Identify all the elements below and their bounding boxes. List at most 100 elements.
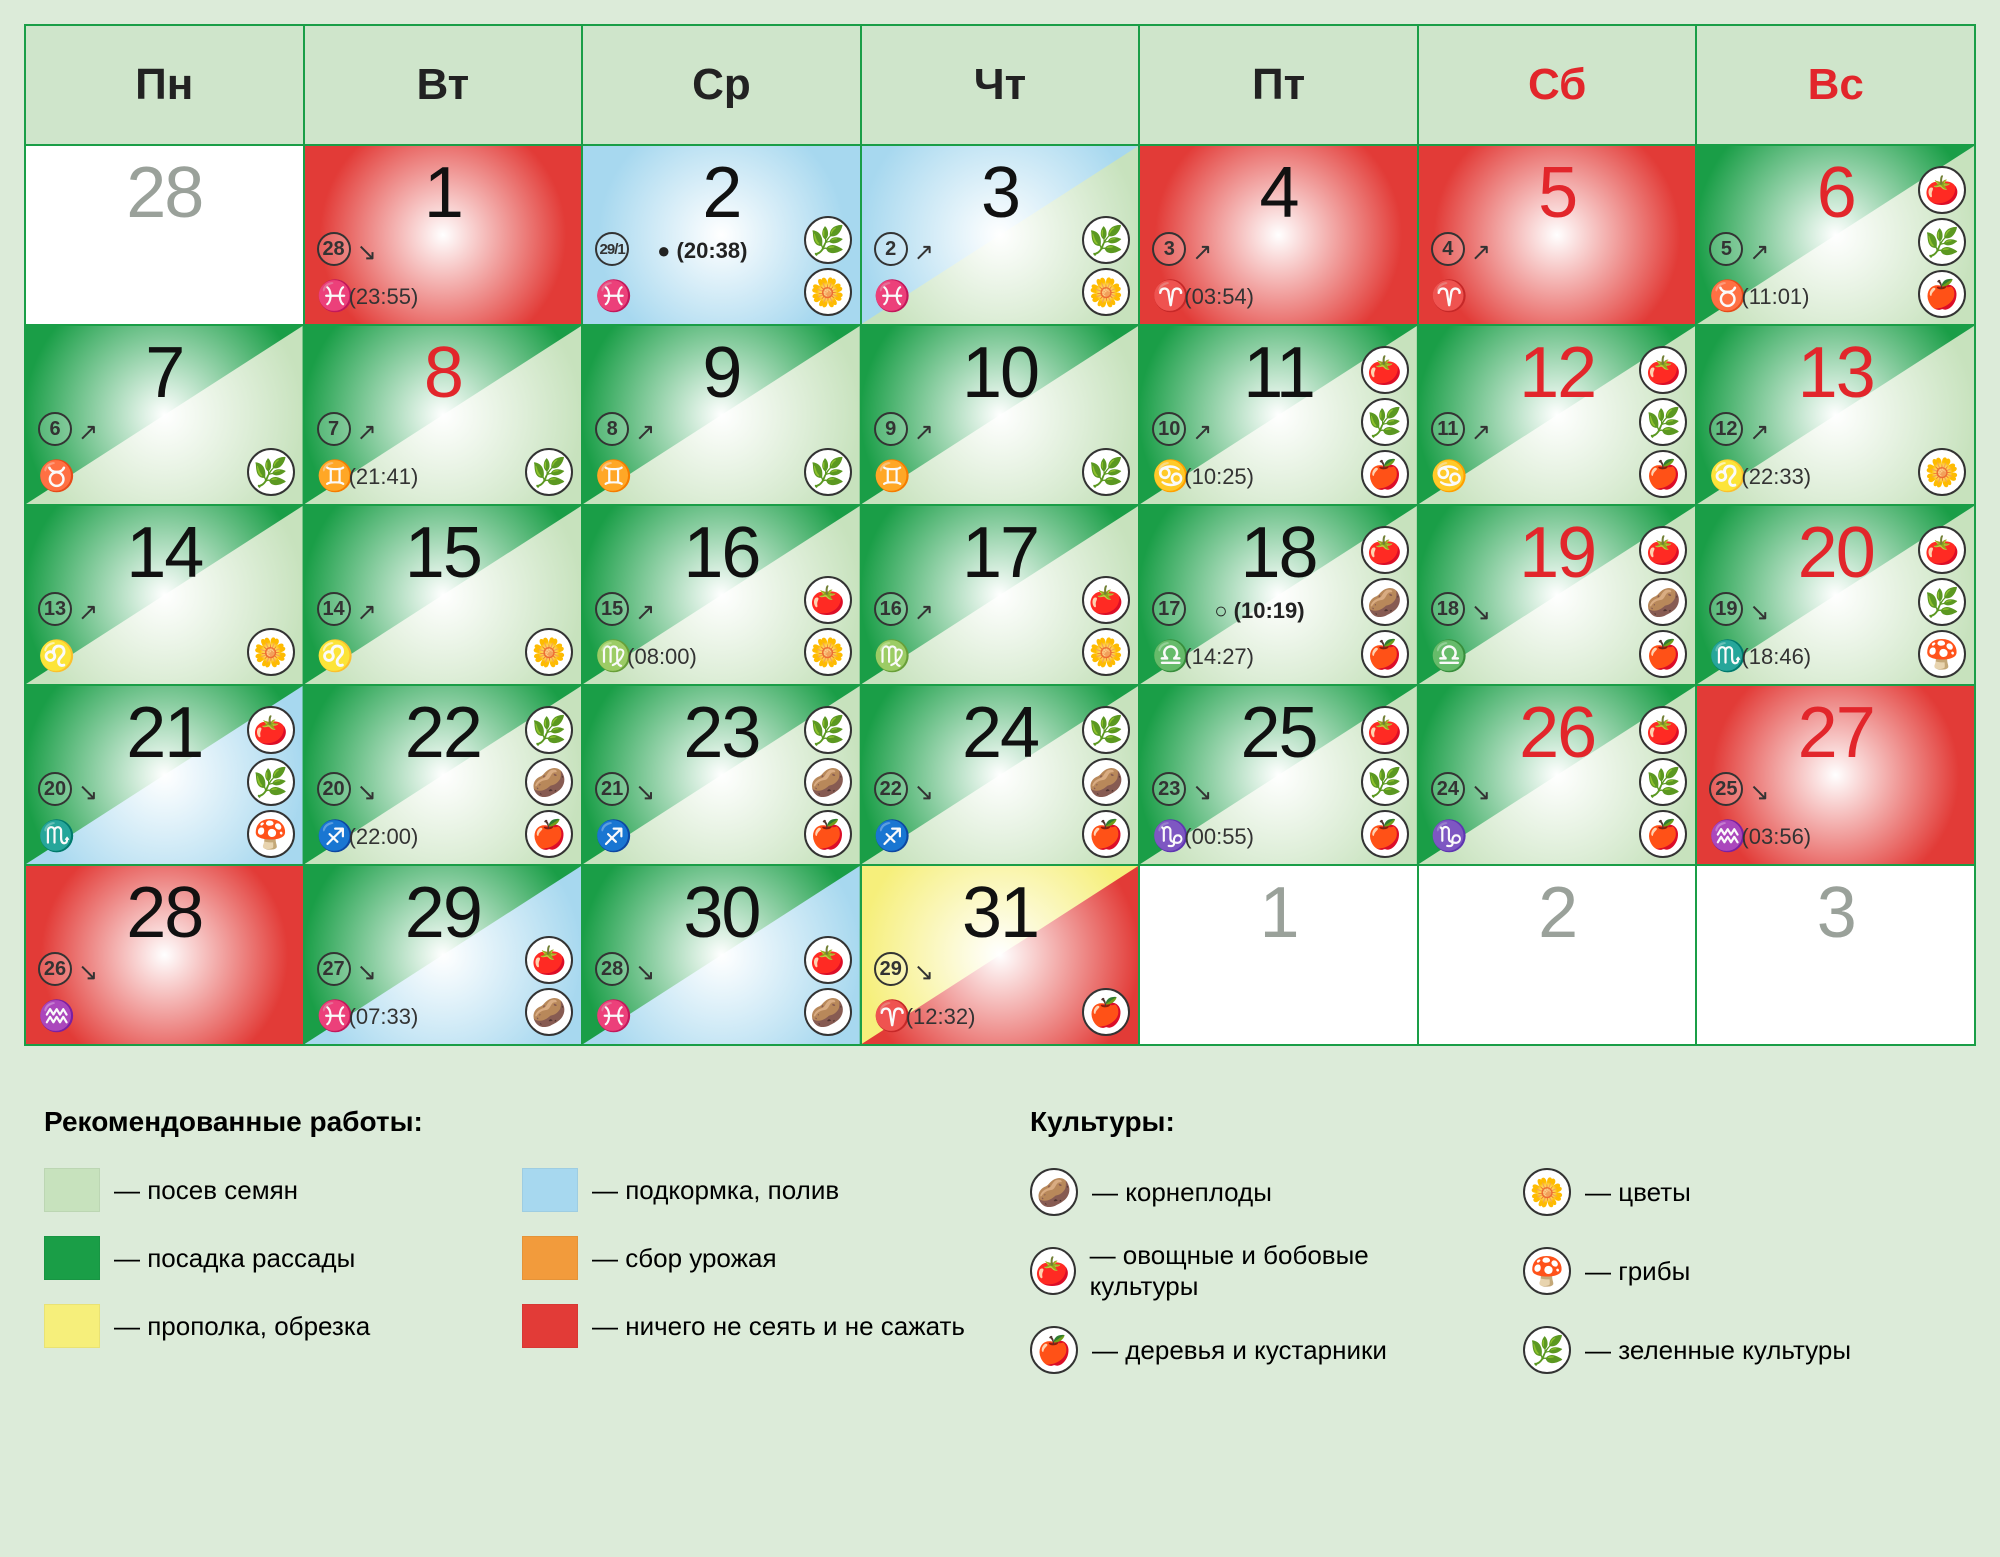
legend-swatch bbox=[522, 1168, 578, 1212]
legend-work-row: — подкормка, полив bbox=[522, 1168, 970, 1212]
crop-icons: 🍎 bbox=[1082, 988, 1130, 1036]
moon-trend-arrow: ↗ bbox=[1749, 418, 1769, 447]
moon-trend-arrow: ↘ bbox=[1749, 598, 1769, 627]
weekday-header: Вс bbox=[1697, 26, 1974, 144]
calendar-cell: 1 bbox=[1140, 866, 1417, 1044]
moon-day: 24 bbox=[1431, 772, 1465, 806]
moon-day: 29/1 bbox=[595, 232, 629, 266]
legend-label: — зеленные культуры bbox=[1585, 1335, 1851, 1366]
legend-label: — грибы bbox=[1585, 1256, 1690, 1287]
zodiac-time: (03:56) bbox=[1741, 824, 1811, 850]
crop-icons: 🌼 bbox=[247, 628, 295, 676]
moon-trend-arrow: ↗ bbox=[914, 418, 934, 447]
moon-trend-arrow: ↗ bbox=[635, 418, 655, 447]
crop-icon-tree: 🍎 bbox=[1639, 450, 1687, 498]
crop-icon-flower: 🌼 bbox=[247, 628, 295, 676]
moon-trend-arrow: ↗ bbox=[357, 598, 377, 627]
moon-trend-arrow: ↘ bbox=[914, 958, 934, 987]
moon-trend-arrow: ↘ bbox=[1192, 778, 1212, 807]
legend-works-title: Рекомендованные работы: bbox=[44, 1106, 970, 1138]
moon-trend-arrow: ↘ bbox=[78, 958, 98, 987]
legend-label: — подкормка, полив bbox=[592, 1175, 839, 1206]
day-number: 14 bbox=[26, 512, 303, 594]
calendar-cell: 1615↗♍(08:00)🍅🌼 bbox=[583, 506, 860, 684]
moon-trend-arrow: ↘ bbox=[357, 958, 377, 987]
crop-icon-tree: 🍎 bbox=[1918, 270, 1966, 318]
calendar-cell: 2422↘♐🌿🥔🍎 bbox=[862, 686, 1139, 864]
crop-icon-veg: 🍅 bbox=[1361, 526, 1409, 574]
zodiac-time: (22:00) bbox=[349, 824, 419, 850]
moon-day: 13 bbox=[38, 592, 72, 626]
crop-icon-tree: 🍎 bbox=[525, 810, 573, 858]
legend-label: — посадка рассады bbox=[114, 1243, 355, 1274]
moon-day: 20 bbox=[317, 772, 351, 806]
crop-icon-tree: 🍎 bbox=[1082, 988, 1130, 1036]
legend-crop-row: 🌼— цветы bbox=[1523, 1168, 1956, 1216]
weekday-header: Пн bbox=[26, 26, 303, 144]
zodiac-icon: ♓ bbox=[595, 999, 632, 1034]
zodiac-icon: ♓ bbox=[874, 279, 911, 314]
moon-trend-arrow: ↗ bbox=[1192, 238, 1212, 267]
crop-icon-veg: 🍅 bbox=[1082, 576, 1130, 624]
legend-work-row: — посев семян bbox=[44, 1168, 492, 1212]
legend-label: — деревья и кустарники bbox=[1092, 1335, 1387, 1366]
calendar-cell: 3 bbox=[1697, 866, 1974, 1044]
crop-icon-veg: 🍅 bbox=[525, 936, 573, 984]
crop-icon-flower: 🌼 bbox=[1082, 628, 1130, 676]
moon-day: 15 bbox=[595, 592, 629, 626]
legend-crop-row: 🥔— корнеплоды bbox=[1030, 1168, 1463, 1216]
crop-icon-greens: 🌿 bbox=[804, 216, 852, 264]
crop-icon-root: 🥔 bbox=[525, 758, 573, 806]
calendar-cell: 3028↘♓🍅🥔 bbox=[583, 866, 860, 1044]
crop-icons: 🍅🌼 bbox=[1082, 576, 1130, 676]
zodiac-time: (00:55) bbox=[1184, 824, 1254, 850]
crop-icon-greens: 🌿 bbox=[1361, 758, 1409, 806]
legend-crop-row: 🍄— грибы bbox=[1523, 1240, 1956, 1302]
crop-icon-veg: 🍅 bbox=[1361, 706, 1409, 754]
crop-icon-greens: 🌿 bbox=[525, 448, 573, 496]
zodiac-icon: ♊ bbox=[595, 459, 632, 494]
crop-icons: 🍅🌿🍎 bbox=[1918, 166, 1966, 318]
crop-icon-veg: 🍅 bbox=[804, 576, 852, 624]
crop-icons: 🌿🥔🍎 bbox=[1082, 706, 1130, 858]
day-number: 10 bbox=[862, 332, 1139, 414]
crop-icon-flower: 🌼 bbox=[804, 628, 852, 676]
day-number: 28 bbox=[26, 872, 303, 954]
zodiac-time: (11:01) bbox=[1741, 284, 1809, 310]
weekday-header: Пт bbox=[1140, 26, 1417, 144]
crop-icon-flower: 🌼 bbox=[525, 628, 573, 676]
zodiac-icon: ♌ bbox=[38, 639, 75, 674]
calendar-cell: 87↗♊(21:41)🌿 bbox=[305, 326, 582, 504]
calendar-cell: 43↗♈(03:54) bbox=[1140, 146, 1417, 324]
zodiac-time: (03:54) bbox=[1184, 284, 1254, 310]
legend-label: — прополка, обрезка bbox=[114, 1311, 370, 1342]
crop-icon-root: 🥔 bbox=[1082, 758, 1130, 806]
calendar-cell: 2927↘♓(07:33)🍅🥔 bbox=[305, 866, 582, 1044]
calendar-cell: 54↗♈ bbox=[1419, 146, 1696, 324]
calendar-cell: 109↗♊🌿 bbox=[862, 326, 1139, 504]
moon-trend-arrow: ↗ bbox=[914, 238, 934, 267]
crop-icons: 🌿🌼 bbox=[1082, 216, 1130, 316]
crop-icon-greens: 🌿 bbox=[1918, 218, 1966, 266]
day-number: 1 bbox=[305, 152, 582, 234]
crop-icon-root: 🥔 bbox=[804, 758, 852, 806]
calendar-cell: 3129↘♈(12:32)🍎 bbox=[862, 866, 1139, 1044]
crop-icon-veg: 🍅 bbox=[1639, 526, 1687, 574]
moon-phase: ● (20:38) bbox=[657, 238, 747, 264]
calendar-cell: 1918↘♎🍅🥔🍎 bbox=[1419, 506, 1696, 684]
zodiac-icon: ♍ bbox=[874, 639, 911, 674]
moon-day: 6 bbox=[38, 412, 72, 446]
day-number: 9 bbox=[583, 332, 860, 414]
crop-icons: 🍅🌿🍄 bbox=[1918, 526, 1966, 678]
crop-icon-greens: 🌿 bbox=[247, 448, 295, 496]
zodiac-icon: ♓ bbox=[595, 279, 632, 314]
crop-icons: 🌿 bbox=[1082, 448, 1130, 496]
weekday-header: Сб bbox=[1419, 26, 1696, 144]
crop-icon-flower: 🌼 bbox=[1523, 1168, 1571, 1216]
day-number: 2 bbox=[1419, 872, 1696, 954]
day-number: 28 bbox=[26, 152, 303, 234]
calendar-cell: 2624↘♑🍅🌿🍎 bbox=[1419, 686, 1696, 864]
calendar-cell: 229/1● (20:38)♓🌿🌼 bbox=[583, 146, 860, 324]
legend-label: — корнеплоды bbox=[1092, 1177, 1272, 1208]
calendar-cell: 2120↘♏🍅🌿🍄 bbox=[26, 686, 303, 864]
